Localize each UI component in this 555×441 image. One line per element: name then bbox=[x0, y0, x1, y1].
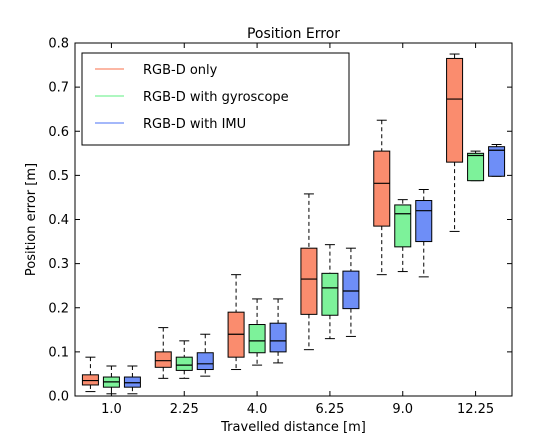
iqr-box bbox=[248, 324, 266, 354]
iqr-box bbox=[175, 356, 193, 371]
box-2-4 bbox=[415, 188, 433, 278]
iqr-box bbox=[488, 146, 506, 177]
plot-frame bbox=[74, 42, 513, 397]
box-0-5 bbox=[446, 53, 464, 232]
legend-label-2: RGB-D with IMU bbox=[143, 117, 246, 132]
legend-frame bbox=[81, 52, 350, 146]
iqr-box bbox=[373, 150, 391, 227]
iqr-box bbox=[467, 152, 485, 182]
iqr-box bbox=[196, 352, 214, 371]
x-tick-label: 9.0 bbox=[392, 402, 413, 417]
y-tick-label: 0.0 bbox=[48, 390, 69, 405]
box-0-1 bbox=[154, 327, 172, 379]
box-1-0 bbox=[102, 365, 120, 395]
y-tick-label: 0.3 bbox=[48, 257, 69, 272]
chart-title: Position Error bbox=[247, 26, 340, 42]
x-tick-label: 2.25 bbox=[170, 402, 199, 417]
y-tick-label: 0.1 bbox=[48, 345, 69, 360]
x-tick-label: 4.0 bbox=[247, 402, 268, 417]
box-1-5 bbox=[467, 150, 485, 182]
x-tick-label: 1.0 bbox=[101, 402, 122, 417]
y-tick-label: 0.6 bbox=[48, 125, 69, 140]
box-2-5 bbox=[488, 143, 506, 177]
iqr-box bbox=[269, 322, 287, 353]
iqr-box bbox=[415, 200, 433, 243]
box-0-2 bbox=[227, 274, 245, 371]
box-0-4 bbox=[373, 119, 391, 276]
y-axis: 0.0 0.1 0.2 0.3 0.4 0.5 0.6 0.7 0.8 bbox=[48, 37, 512, 405]
x-axis: 1.0 2.25 4.0 6.25 9.0 12.25 bbox=[101, 43, 494, 417]
y-tick-label: 0.4 bbox=[48, 213, 69, 228]
box-1-1 bbox=[175, 340, 193, 379]
iqr-box bbox=[446, 57, 464, 163]
y-tick-label: 0.8 bbox=[48, 37, 69, 52]
x-axis-label: Travelled distance [m] bbox=[220, 420, 366, 435]
box-0-3 bbox=[300, 193, 318, 351]
legend-label-0: RGB-D only bbox=[143, 63, 218, 78]
box-2-0 bbox=[123, 365, 141, 395]
iqr-box bbox=[342, 270, 360, 310]
iqr-box bbox=[300, 247, 318, 315]
box-1-4 bbox=[394, 199, 412, 273]
iqr-box bbox=[123, 376, 141, 388]
iqr-box bbox=[394, 204, 412, 248]
legend: RGB-D only RGB-D with gyroscope RGB-D with… bbox=[81, 52, 350, 146]
iqr-box bbox=[321, 272, 339, 316]
y-tick-label: 0.5 bbox=[48, 169, 69, 184]
box-2-1 bbox=[196, 333, 214, 377]
y-axis-label: Position error [m] bbox=[24, 163, 39, 276]
x-tick-label: 12.25 bbox=[457, 402, 494, 417]
box-0-0 bbox=[81, 356, 99, 393]
iqr-box bbox=[154, 351, 172, 368]
iqr-box bbox=[81, 374, 99, 386]
y-tick-label: 0.2 bbox=[48, 301, 69, 316]
box-1-3 bbox=[321, 244, 339, 340]
x-tick-label: 6.25 bbox=[315, 402, 344, 417]
y-tick-label: 0.7 bbox=[48, 81, 69, 96]
box-2-3 bbox=[342, 247, 360, 337]
box-2-2 bbox=[269, 298, 287, 364]
box-series-group bbox=[81, 53, 506, 395]
box-1-2 bbox=[248, 298, 266, 366]
legend-label-1: RGB-D with gyroscope bbox=[143, 90, 289, 105]
